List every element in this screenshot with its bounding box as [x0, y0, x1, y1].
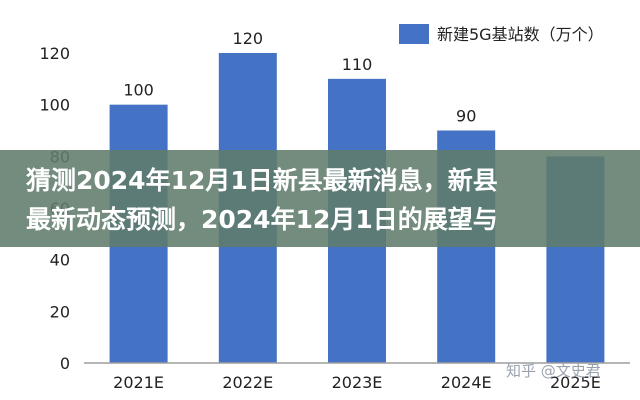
bar-value-label: 110	[342, 55, 373, 74]
bar-value-label: 100	[123, 81, 154, 100]
x-axis-ticks: 2021E 2022E 2023E 2024E 2025E	[113, 373, 601, 392]
bar-value-label: 120	[233, 29, 264, 48]
y-tick-label: 20	[50, 302, 70, 321]
y-tick-label: 0	[60, 354, 70, 373]
data-labels: 100 120 110 90	[123, 29, 476, 126]
headline-line-2: 最新动态预测，2024年12月1日的展望与	[26, 205, 498, 234]
headline-banner: 猜测2024年12月1日新县最新消息，新县 最新动态预测，2024年12月1日的…	[0, 150, 640, 247]
legend-swatch	[399, 24, 429, 44]
x-tick-label: 2023E	[332, 373, 383, 392]
x-tick-label: 2022E	[222, 373, 273, 392]
x-tick-label: 2025E	[550, 373, 601, 392]
legend-label: 新建5G基站数（万个）	[437, 25, 604, 44]
y-tick-label: 40	[50, 251, 70, 270]
legend: 新建5G基站数（万个）	[399, 24, 604, 44]
bar-value-label: 90	[456, 107, 476, 126]
y-tick-label: 100	[39, 96, 70, 115]
y-tick-label: 120	[39, 44, 70, 63]
headline-line-1: 猜测2024年12月1日新县最新消息，新县	[26, 166, 498, 195]
x-tick-label: 2021E	[113, 373, 164, 392]
watermark: 知乎 @文史君	[506, 362, 601, 380]
x-tick-label: 2024E	[441, 373, 492, 392]
